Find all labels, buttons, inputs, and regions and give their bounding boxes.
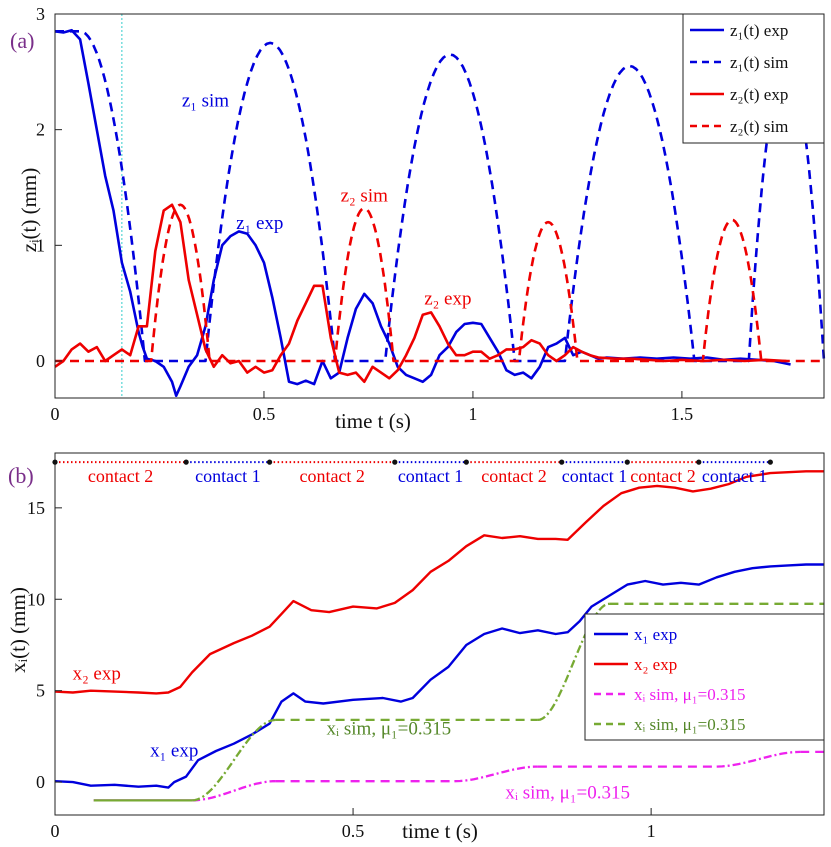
contact-phase-label: contact 1 <box>398 466 463 486</box>
panel-a-label: (a) <box>10 28 34 53</box>
annotation-label: z₁ exp <box>236 213 283 234</box>
annotation-label: xᵢ sim, μ₁=0.315 <box>505 783 630 804</box>
annotation-label: z₂ sim <box>341 185 388 206</box>
legend-entry: x₁ exp <box>634 625 677 644</box>
series-line-2 <box>55 30 826 363</box>
x-tick-label: 1.5 <box>671 404 694 424</box>
x-tick-label: 0 <box>51 821 60 841</box>
panel-a-xlabel: time t (s) <box>335 409 411 433</box>
x-tick-label: 0 <box>51 404 60 424</box>
contact-phase-label: contact 2 <box>299 466 364 486</box>
contact-phase-marker <box>624 459 630 465</box>
panel-a-ticks: 0 0.5 1 1.5 0 1 2 3 <box>36 4 693 424</box>
annotation-label: z₂ exp <box>424 288 471 309</box>
legend-entry: xᵢ sim, μ₁=0.315 <box>634 715 745 734</box>
panel-a-annotations: z₁ sim z₁ exp z₂ sim z₂ exp <box>182 91 472 310</box>
contact-phase-marker <box>183 459 189 465</box>
contact-phase-label: contact 2 <box>481 466 546 486</box>
series-line-2 <box>54 470 824 695</box>
contact-phases: contact 2 contact 1 contact 2 contact 1 cont… <box>52 459 773 486</box>
legend-entry: z₁(t) exp <box>730 21 788 40</box>
y-tick-label: 3 <box>36 4 45 24</box>
contact-phase-marker <box>696 459 702 465</box>
legend-box <box>682 13 825 144</box>
series-line-4 <box>55 203 824 363</box>
y-tick-label: 0 <box>36 772 45 792</box>
series-line-1 <box>54 563 824 789</box>
contact-phase-marker <box>767 459 773 465</box>
x-tick-label: 1 <box>468 404 477 424</box>
panel-b-plot-area <box>54 470 824 802</box>
contact-phase-label: contact 2 <box>630 466 695 486</box>
x-tick-label: 1 <box>647 821 656 841</box>
panel-a-plot-area <box>54 14 826 398</box>
y-tick-label: 15 <box>27 498 45 518</box>
panel-b-annotations: x₂ exp x₁ exp xᵢ sim, μ₁=0.315 xᵢ sim, μ₁=0… <box>73 664 630 804</box>
panel-a-ylabel: zᵢ(t) (mm) <box>17 168 41 252</box>
panel-b-legend: x₁ exp x₂ exp xᵢ sim, μ₁=0.315 xᵢ sim, μ₁=0… <box>584 613 825 741</box>
y-tick-label: 0 <box>36 351 45 371</box>
y-tick-label: 10 <box>27 589 45 609</box>
series-line-3 <box>716 750 801 768</box>
legend-entry: z₁(t) sim <box>730 53 788 72</box>
legend-entry: z₂(t) sim <box>730 117 788 136</box>
contact-phase-marker <box>267 459 273 465</box>
contact-phase-marker <box>392 459 398 465</box>
contact-phase-marker <box>559 459 565 465</box>
x-tick-label: 0.5 <box>342 821 365 841</box>
legend-entry: z₂(t) exp <box>730 85 788 104</box>
series-line-3 <box>454 765 538 783</box>
panel-b-ylabel: xᵢ(t) (mm) <box>6 587 30 673</box>
panel-a: 0 0.5 1 1.5 0 1 2 3 (a) time t (s) zᵢ(t) (mm) z… <box>10 4 826 433</box>
annotation-label: z₁ sim <box>182 91 229 112</box>
panel-a-axes-frame <box>54 13 825 399</box>
contact-phase-label: contact 2 <box>88 466 153 486</box>
contact-phase-label: contact 1 <box>702 466 767 486</box>
contact-phase-label: contact 1 <box>195 466 260 486</box>
contact-phase-marker <box>463 459 469 465</box>
annotation-label: x₂ exp <box>73 664 121 685</box>
panel-b-xlabel: time t (s) <box>402 819 478 843</box>
y-tick-label: 1 <box>36 235 45 255</box>
legend-entry: x₂ exp <box>634 655 677 674</box>
panel-a-legend: z₁(t) exp z₁(t) sim z₂(t) exp z₂(t) sim <box>682 13 825 144</box>
contact-phase-label: contact 1 <box>562 466 627 486</box>
y-tick-label: 2 <box>36 120 45 140</box>
series-line-4 <box>537 602 610 722</box>
annotation-label: x₁ exp <box>150 740 198 761</box>
annotation-label: xᵢ sim, μ₁=0.315 <box>327 719 452 740</box>
y-tick-label: 5 <box>36 681 45 701</box>
panel-b-label: (b) <box>8 463 34 488</box>
contact-phase-marker <box>52 459 58 465</box>
series-line-4 <box>191 718 276 802</box>
legend-entry: xᵢ sim, μ₁=0.315 <box>634 685 745 704</box>
x-tick-label: 0.5 <box>253 404 276 424</box>
